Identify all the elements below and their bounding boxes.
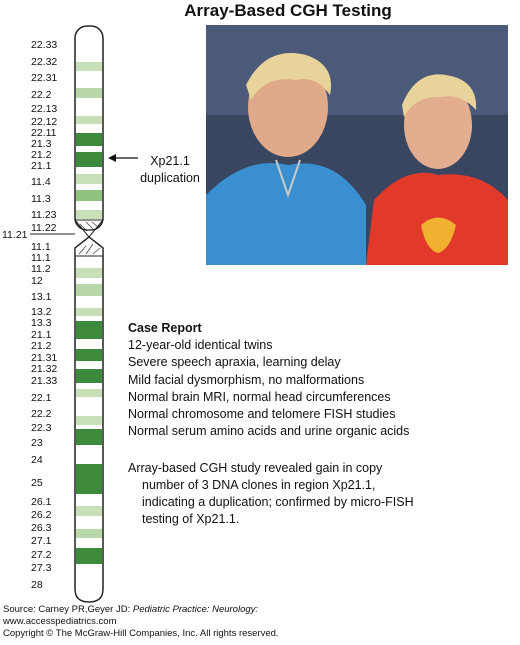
case-report-line: Normal serum amino acids and urine organ… — [128, 424, 410, 439]
q-band-label: 11.2 — [31, 263, 51, 275]
source-prefix: Source: Carney PR,Geyer JD: — [3, 604, 133, 615]
band-p11-23 — [76, 210, 102, 219]
q-band-label: 21.32 — [31, 363, 57, 375]
q-band-label: 13.3 — [31, 317, 52, 329]
q-band-label: 22.2 — [31, 408, 52, 420]
band-q22-3 — [76, 416, 102, 425]
p-band-label: 22.12 — [31, 116, 57, 128]
p-band-label: 22.2 — [31, 89, 52, 101]
band-q21-31 — [76, 349, 102, 361]
case-report-line: Severe speech apraxia, learning delay — [128, 355, 341, 370]
p-band-label: 21.1 — [31, 160, 52, 172]
p-arm — [73, 25, 105, 238]
q-band-label: 25 — [31, 477, 43, 489]
summary-line: indicating a duplication; confirmed by m… — [142, 495, 414, 509]
figure-footer: Source: Carney PR,Geyer JD: Pediatric Pr… — [3, 604, 279, 641]
band-p21-2 — [76, 146, 102, 152]
q-band-label: 24 — [31, 454, 43, 466]
case-report-line: Normal chromosome and telomere FISH stud… — [128, 407, 396, 422]
p-arm-labels: 22.3322.3222.3122.222.1322.1222.1121.321… — [31, 39, 57, 234]
annotation-locus: Xp21.1 — [150, 154, 190, 168]
annotation-type: duplication — [140, 171, 200, 185]
band-p11-4 — [76, 174, 102, 184]
q-band-label: 13.1 — [31, 291, 52, 303]
case-report: Case Report 12-year-old identical twins … — [128, 320, 508, 440]
q-band-label: 26.1 — [31, 496, 52, 508]
twins-photo — [206, 25, 508, 265]
case-report-heading: Case Report — [128, 321, 202, 335]
q-band-label: 21.31 — [31, 352, 57, 364]
source-title: Pediatric Practice: Neurology: — [132, 604, 259, 615]
q-band-label: 12 — [31, 275, 43, 287]
p-band-label: 22.13 — [31, 103, 57, 115]
q-band-label: 21.2 — [31, 340, 52, 352]
band-q21-33 — [76, 369, 102, 383]
p-band-label: 21.3 — [31, 138, 52, 150]
cgh-summary: Array-based CGH study revealed gain in c… — [128, 460, 508, 528]
p-band-label: 22.11 — [31, 127, 57, 139]
p-band-label: 11.23 — [31, 209, 57, 221]
source-citation: Source: Carney PR,Geyer JD: Pediatric Pr… — [3, 604, 279, 616]
summary-line: testing of Xp21.1. — [142, 512, 240, 526]
band-q25 — [76, 464, 102, 494]
q-band-label: 27.3 — [31, 562, 52, 574]
q-band-label: 22.3 — [31, 422, 52, 434]
q-band-label: 11.1 — [31, 252, 51, 264]
case-report-line: Normal brain MRI, normal head circumfere… — [128, 389, 391, 404]
summary-line: Array-based CGH study revealed gain in c… — [128, 461, 383, 475]
band-p22-32 — [76, 62, 102, 71]
band-q27-1 — [76, 529, 102, 538]
q-arm — [74, 25, 104, 603]
band-q27-3 — [76, 548, 102, 564]
q-band-label: 13.2 — [31, 306, 52, 318]
twins-photo-illustration — [206, 25, 508, 265]
band-q13-3 — [76, 308, 102, 316]
figure-title: Array-Based CGH Testing — [184, 1, 392, 20]
duplication-annotation: Xp21.1 duplication — [130, 153, 210, 187]
band-p21-1 — [76, 152, 102, 167]
q-band-label: 28 — [31, 579, 43, 591]
band-q21-1 — [76, 321, 102, 339]
website-link[interactable]: www.accesspediatrics.com — [3, 616, 117, 628]
q-band-label: 22.1 — [31, 392, 52, 404]
band-q12 — [76, 268, 102, 278]
copyright-notice: Copyright © The McGraw-Hill Companies, I… — [3, 628, 279, 640]
band-q13-1 — [76, 284, 102, 296]
p-band-label: 22.33 — [31, 39, 57, 51]
band-q22-1 — [76, 389, 102, 397]
q-band-label: 26.3 — [31, 522, 52, 534]
p-band-label: 11.3 — [31, 193, 51, 205]
chromosome-x-ideogram: 22.3322.3222.3122.222.1322.1222.1121.321… — [2, 25, 138, 603]
band-p11-3 — [76, 190, 102, 201]
duplication-arrow — [108, 154, 138, 162]
q-band-label: 26.2 — [31, 509, 52, 521]
p-band-label: 21.2 — [31, 149, 52, 161]
band-p22-2 — [76, 88, 102, 98]
q-band-label: 11.1 — [31, 241, 51, 253]
centromere-label: 11.21 — [2, 229, 28, 241]
q-band-label: 27.1 — [31, 535, 52, 547]
case-report-line: Mild facial dysmorphism, no malformation… — [128, 372, 365, 387]
band-p22-12 — [76, 116, 102, 124]
p-band-label: 22.32 — [31, 56, 57, 68]
band-p21-3 — [76, 133, 102, 146]
band-q26-2 — [76, 506, 102, 516]
p-band-label: 22.31 — [31, 72, 57, 84]
q-band-label: 27.2 — [31, 549, 52, 561]
q-band-label: 21.1 — [31, 329, 52, 341]
case-report-line: 12-year-old identical twins — [128, 338, 273, 353]
p-band-label: 11.4 — [31, 176, 51, 188]
summary-line: number of 3 DNA clones in region Xp21.1, — [142, 478, 376, 492]
q-band-label: 23 — [31, 437, 43, 449]
q-arm-labels: 11.111.111.21213.113.213.321.121.221.312… — [31, 241, 57, 591]
q-band-label: 21.33 — [31, 375, 57, 387]
p-band-label: 11.22 — [31, 222, 57, 234]
band-q23 — [76, 429, 102, 445]
